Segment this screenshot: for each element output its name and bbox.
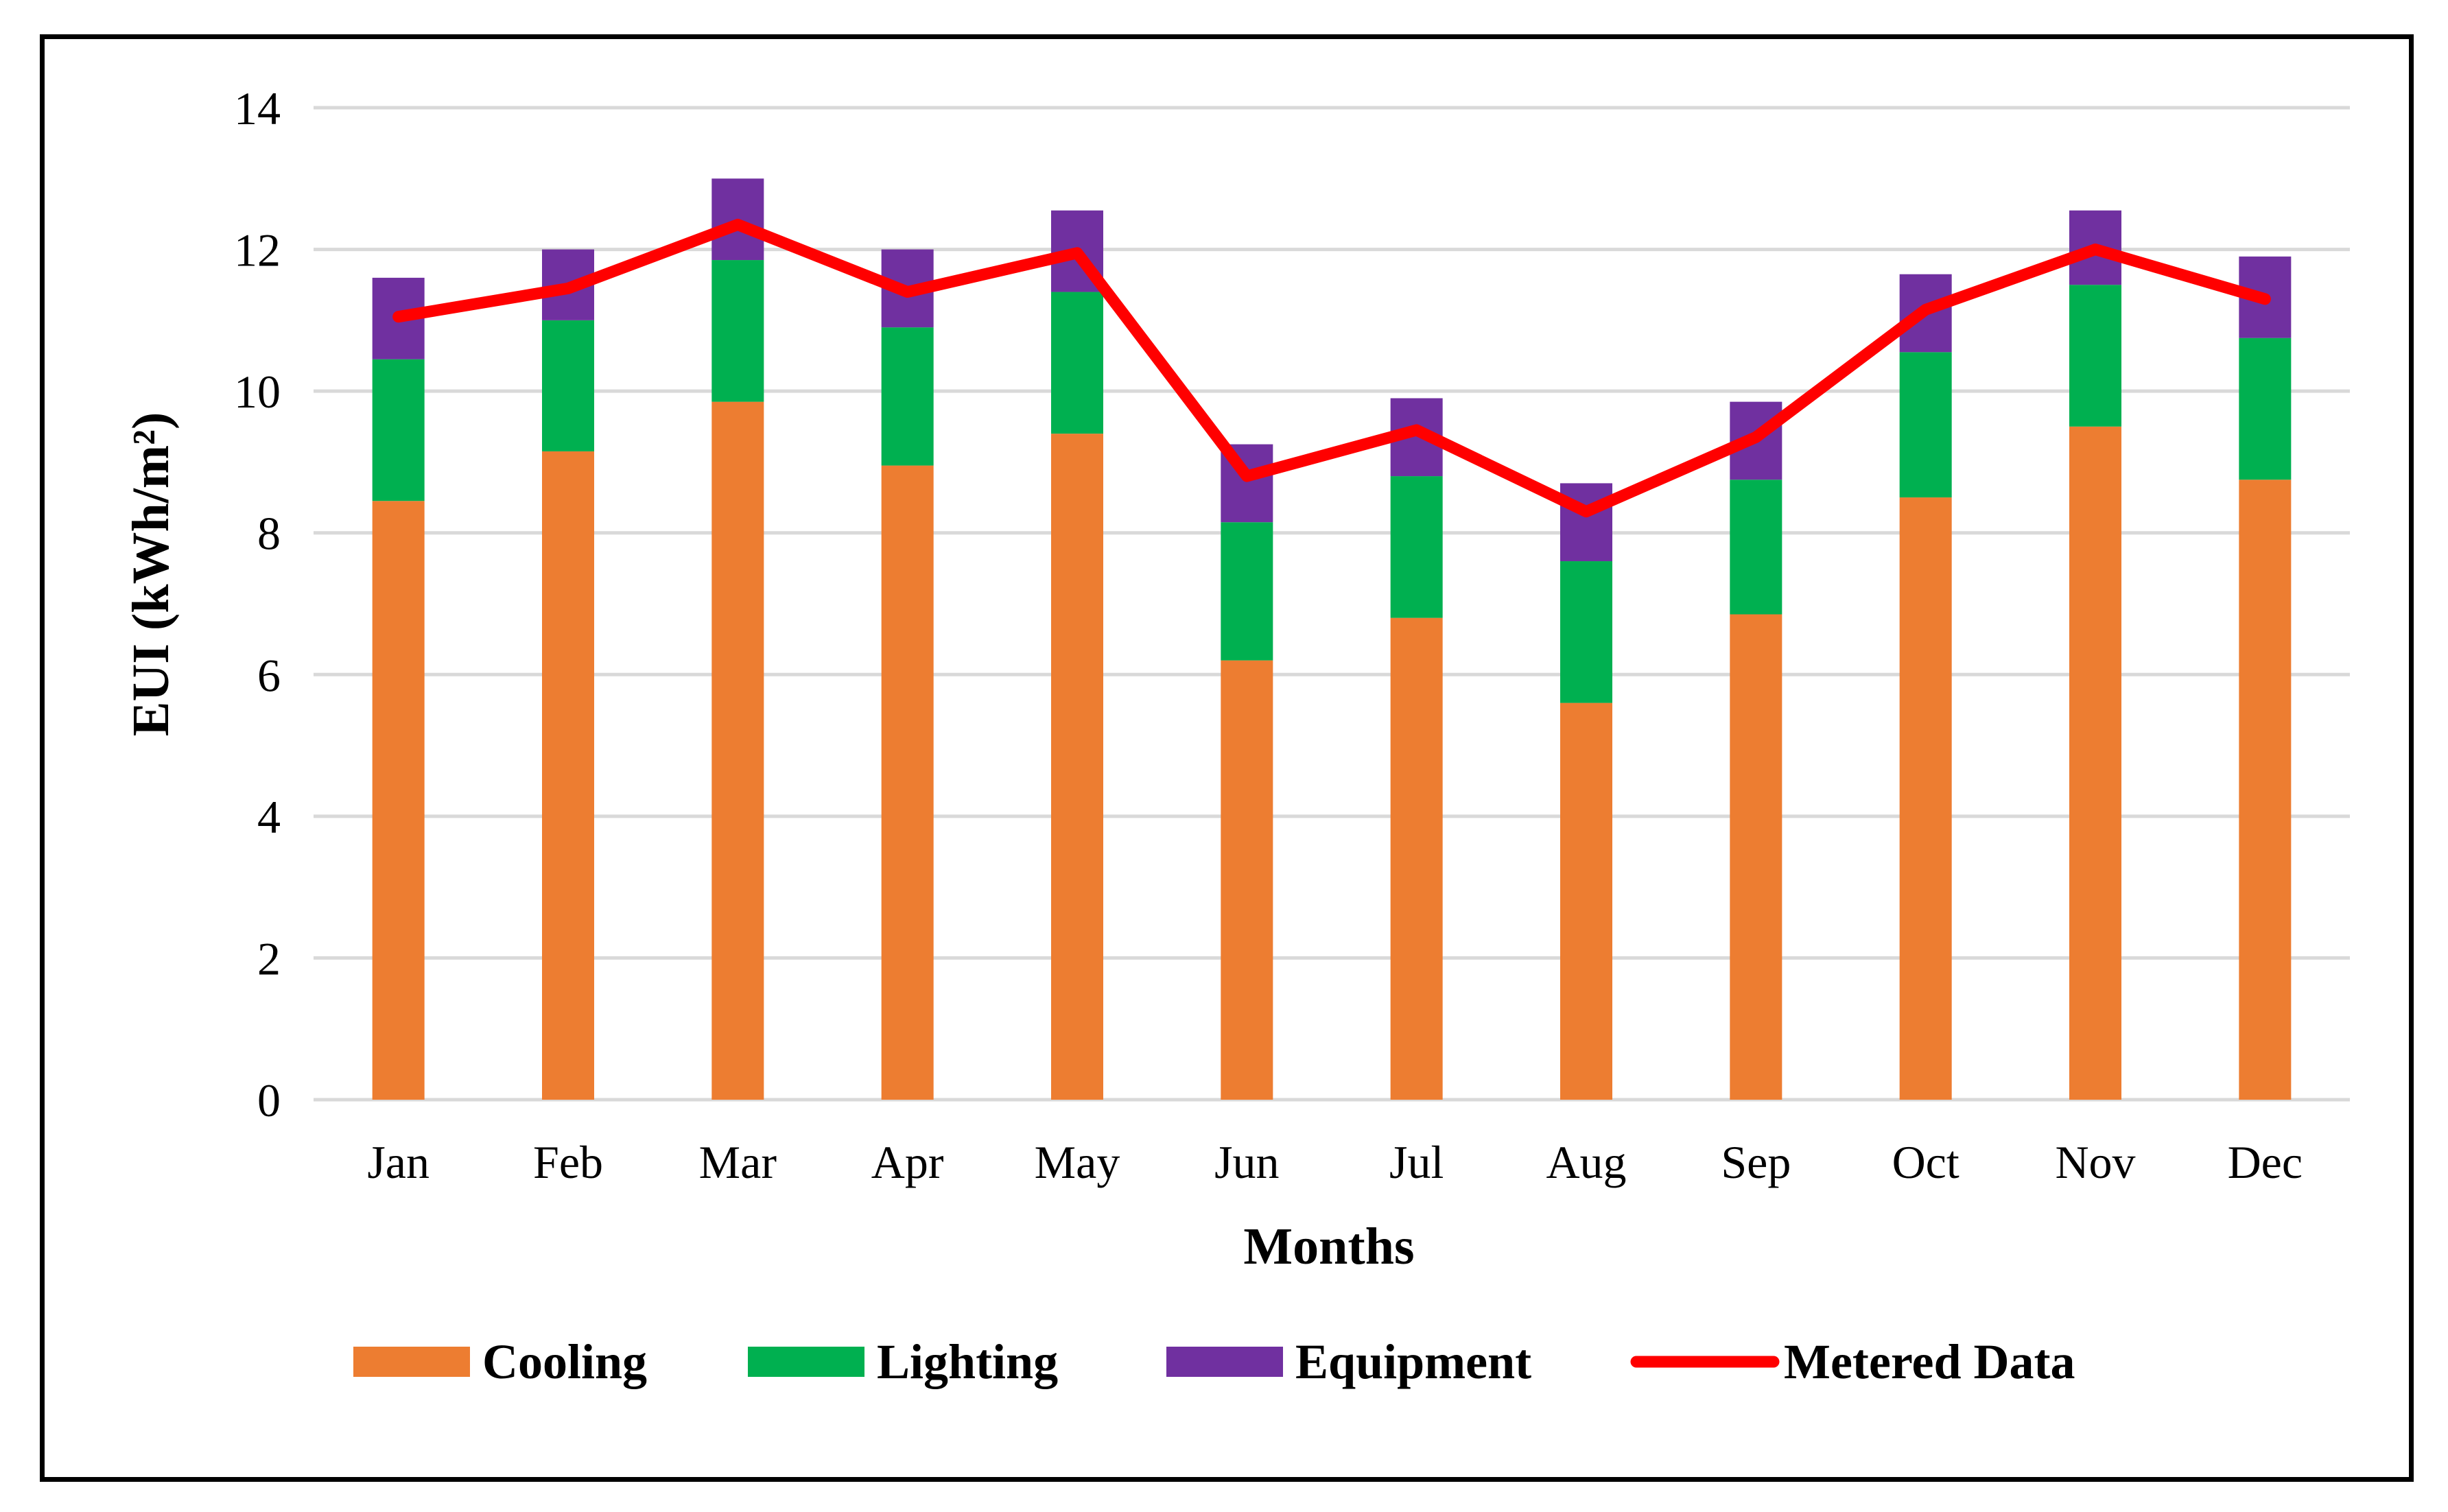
x-tick-label: Sep	[1721, 1136, 1791, 1188]
y-tick-label: 10	[234, 366, 281, 418]
bar-cooling	[1221, 660, 1273, 1100]
legend: Cooling Lighting Equipment Metered Data	[353, 1334, 2075, 1389]
bar-cooling	[1560, 702, 1612, 1100]
y-tick-label: 6	[257, 649, 281, 701]
y-tick-label: 0	[257, 1074, 281, 1126]
metered-data-line	[392, 218, 2271, 518]
x-tick-label: Jan	[367, 1136, 429, 1188]
bar-lighting	[1390, 476, 1443, 618]
x-tick-label: Feb	[533, 1136, 603, 1188]
x-tick-label: Apr	[871, 1136, 944, 1188]
line-metered-data	[392, 218, 2271, 518]
x-tick-label: Aug	[1546, 1136, 1626, 1188]
bar-cooling	[1730, 614, 1782, 1100]
x-tick-label: Nov	[2055, 1136, 2135, 1188]
y-tick-label: 12	[234, 224, 281, 276]
y-tick-label: 4	[257, 791, 281, 843]
bar-lighting	[1221, 522, 1273, 661]
legend-swatch	[748, 1347, 864, 1377]
chart-frame: 0 2 4 6 8 10 12 14 Jan Feb Mar Apr May Jun Jul Aug Sep O…	[40, 34, 2414, 1482]
stacked-bars	[372, 178, 2292, 1100]
x-tick-labels: Jan Feb Mar Apr May Jun Jul Aug Sep Oct Nov Dec	[367, 1136, 2303, 1188]
legend-label: Metered Data	[1784, 1334, 2075, 1389]
legend-label: Cooling	[482, 1334, 647, 1389]
bar-cooling	[542, 451, 594, 1100]
bar-cooling	[1051, 434, 1103, 1100]
y-axis-title: EUI (kWh/m²)	[122, 412, 180, 737]
bar-equipment	[1560, 483, 1612, 562]
y-tick-label: 14	[234, 82, 281, 134]
bar-lighting	[711, 260, 764, 402]
bar-cooling	[2069, 426, 2121, 1100]
bar-cooling	[711, 401, 764, 1100]
bar-cooling	[1390, 617, 1443, 1100]
chart-svg: 0 2 4 6 8 10 12 14 Jan Feb Mar Apr May Jun Jul Aug Sep O…	[122, 82, 2350, 1389]
bar-lighting	[2069, 285, 2121, 427]
grid-lines	[314, 106, 2350, 1102]
bar-cooling	[1899, 497, 1952, 1100]
bar-lighting	[881, 327, 934, 466]
y-tick-label: 2	[257, 932, 281, 984]
x-tick-label: Jun	[1214, 1136, 1279, 1188]
legend-label: Lighting	[877, 1334, 1058, 1389]
x-tick-label: Dec	[2228, 1136, 2303, 1188]
bar-lighting	[372, 359, 425, 501]
bar-lighting	[1051, 292, 1103, 434]
bar-cooling	[372, 501, 425, 1100]
x-tick-label: Mar	[699, 1136, 777, 1188]
x-axis-title: Months	[1243, 1218, 1414, 1275]
bar-lighting	[1730, 480, 1782, 615]
bar-cooling	[2239, 480, 2292, 1100]
bar-lighting	[542, 320, 594, 451]
legend-swatch	[1166, 1347, 1283, 1377]
x-tick-label: Oct	[1892, 1136, 1959, 1188]
bar-cooling	[881, 465, 934, 1100]
x-tick-label: May	[1035, 1136, 1120, 1188]
x-tick-label: Jul	[1389, 1136, 1444, 1188]
bar-lighting	[2239, 338, 2292, 480]
legend-label: Equipment	[1295, 1334, 1531, 1389]
bar-lighting	[1899, 352, 1952, 498]
bar-lighting	[1560, 561, 1612, 703]
y-tick-label: 8	[257, 508, 281, 560]
legend-swatch	[353, 1347, 470, 1377]
y-tick-labels: 0 2 4 6 8 10 12 14	[234, 82, 281, 1126]
